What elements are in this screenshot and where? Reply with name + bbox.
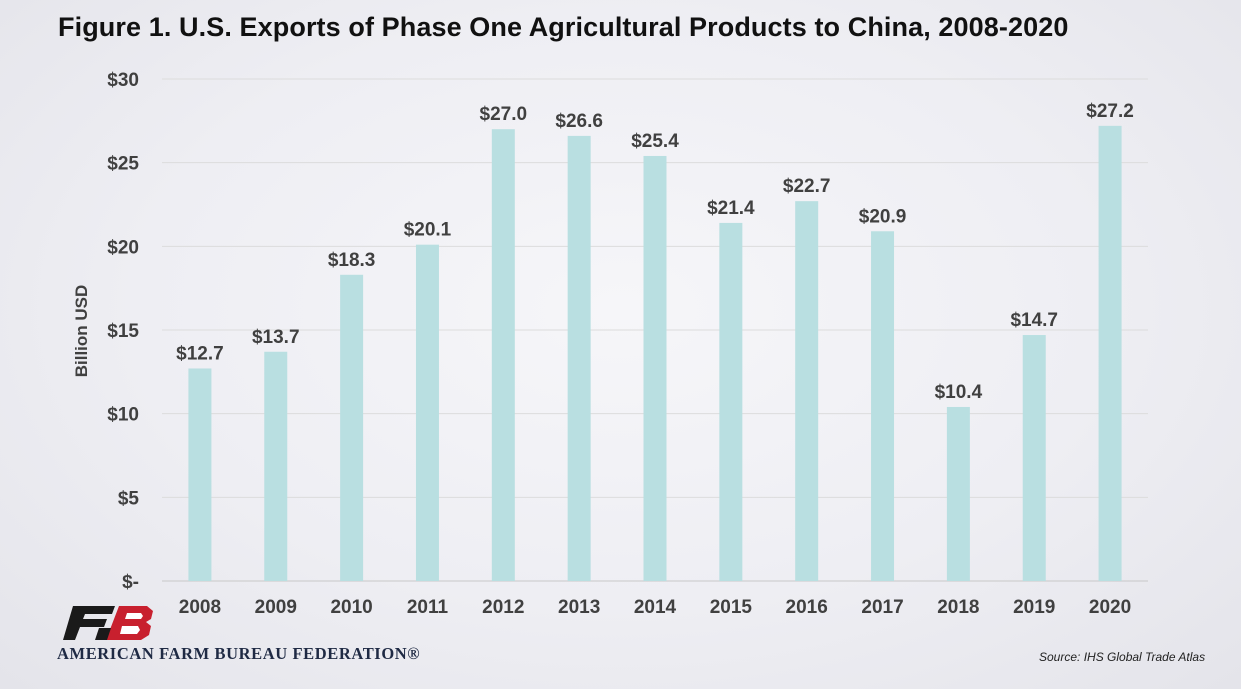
bar-2019 bbox=[1022, 335, 1046, 581]
bar-2018 bbox=[946, 406, 970, 581]
data-label: $21.4 bbox=[707, 198, 755, 219]
bar-2015 bbox=[719, 222, 743, 581]
bar-2013 bbox=[567, 135, 591, 582]
y-tick-label: $- bbox=[122, 572, 139, 593]
data-label: $27.0 bbox=[480, 104, 528, 125]
data-label: $26.6 bbox=[555, 111, 603, 132]
source-note: Source: IHS Global Trade Atlas bbox=[1039, 650, 1206, 664]
y-tick-label: $5 bbox=[118, 488, 140, 509]
y-tick-label: $30 bbox=[107, 70, 139, 91]
x-tick-label: 2010 bbox=[330, 597, 372, 618]
x-tick-label: 2020 bbox=[1089, 597, 1131, 618]
data-label: $20.9 bbox=[859, 206, 907, 227]
x-tick-label: 2014 bbox=[634, 597, 677, 618]
data-label: $18.3 bbox=[328, 250, 376, 271]
data-label: $27.2 bbox=[1086, 101, 1134, 122]
bar-2017 bbox=[871, 231, 895, 582]
data-label: $22.7 bbox=[783, 176, 831, 197]
data-label: $20.1 bbox=[404, 220, 452, 241]
bars bbox=[188, 125, 1122, 582]
x-tick-label: 2017 bbox=[861, 597, 903, 618]
y-tick-label: $15 bbox=[107, 321, 139, 342]
x-tick-label: 2009 bbox=[255, 597, 297, 618]
data-label: $10.4 bbox=[935, 382, 983, 403]
y-tick-label: $20 bbox=[107, 237, 139, 258]
data-label: $14.7 bbox=[1010, 310, 1058, 331]
x-tick-label: 2019 bbox=[1013, 597, 1055, 618]
bar-2011 bbox=[415, 244, 439, 581]
x-axis-ticks: 2008 2009 2010 2011 2012 2013 2014 2015 2016 2017… bbox=[179, 597, 1131, 618]
fb-logo-icon bbox=[63, 606, 153, 640]
x-tick-label: 2011 bbox=[407, 597, 449, 618]
bar-2008 bbox=[188, 368, 212, 581]
organization-name: AMERICAN FARM BUREAU FEDERATION® bbox=[57, 644, 421, 663]
bar-2012 bbox=[491, 129, 515, 581]
y-axis-label: Billion USD bbox=[72, 284, 91, 378]
bar-2020 bbox=[1098, 125, 1122, 581]
bar-2016 bbox=[795, 201, 819, 582]
afbf-logo: AMERICAN FARM BUREAU FEDERATION® bbox=[57, 606, 457, 666]
data-label: $12.7 bbox=[176, 343, 224, 364]
data-labels: $12.7 $13.7 $18.3 $20.1 $27.0 $26.6 $25.4 $21.4… bbox=[176, 101, 1134, 403]
data-label: $25.4 bbox=[631, 131, 679, 152]
bar-2010 bbox=[340, 274, 364, 581]
chart-title: Figure 1. U.S. Exports of Phase One Agri… bbox=[58, 12, 1069, 42]
x-tick-label: 2012 bbox=[482, 597, 524, 618]
x-tick-label: 2016 bbox=[786, 597, 828, 618]
x-tick-label: 2013 bbox=[558, 597, 600, 618]
x-tick-label: 2008 bbox=[179, 597, 221, 618]
bar-2014 bbox=[643, 155, 667, 581]
y-tick-label: $25 bbox=[107, 154, 139, 175]
data-label: $13.7 bbox=[252, 327, 300, 348]
x-tick-label: 2015 bbox=[710, 597, 753, 618]
bar-2009 bbox=[264, 351, 288, 581]
x-tick-label: 2018 bbox=[937, 597, 979, 618]
y-tick-label: $10 bbox=[107, 405, 139, 426]
y-axis-ticks: $- $5 $10 $15 $20 $25 $30 bbox=[107, 70, 139, 593]
